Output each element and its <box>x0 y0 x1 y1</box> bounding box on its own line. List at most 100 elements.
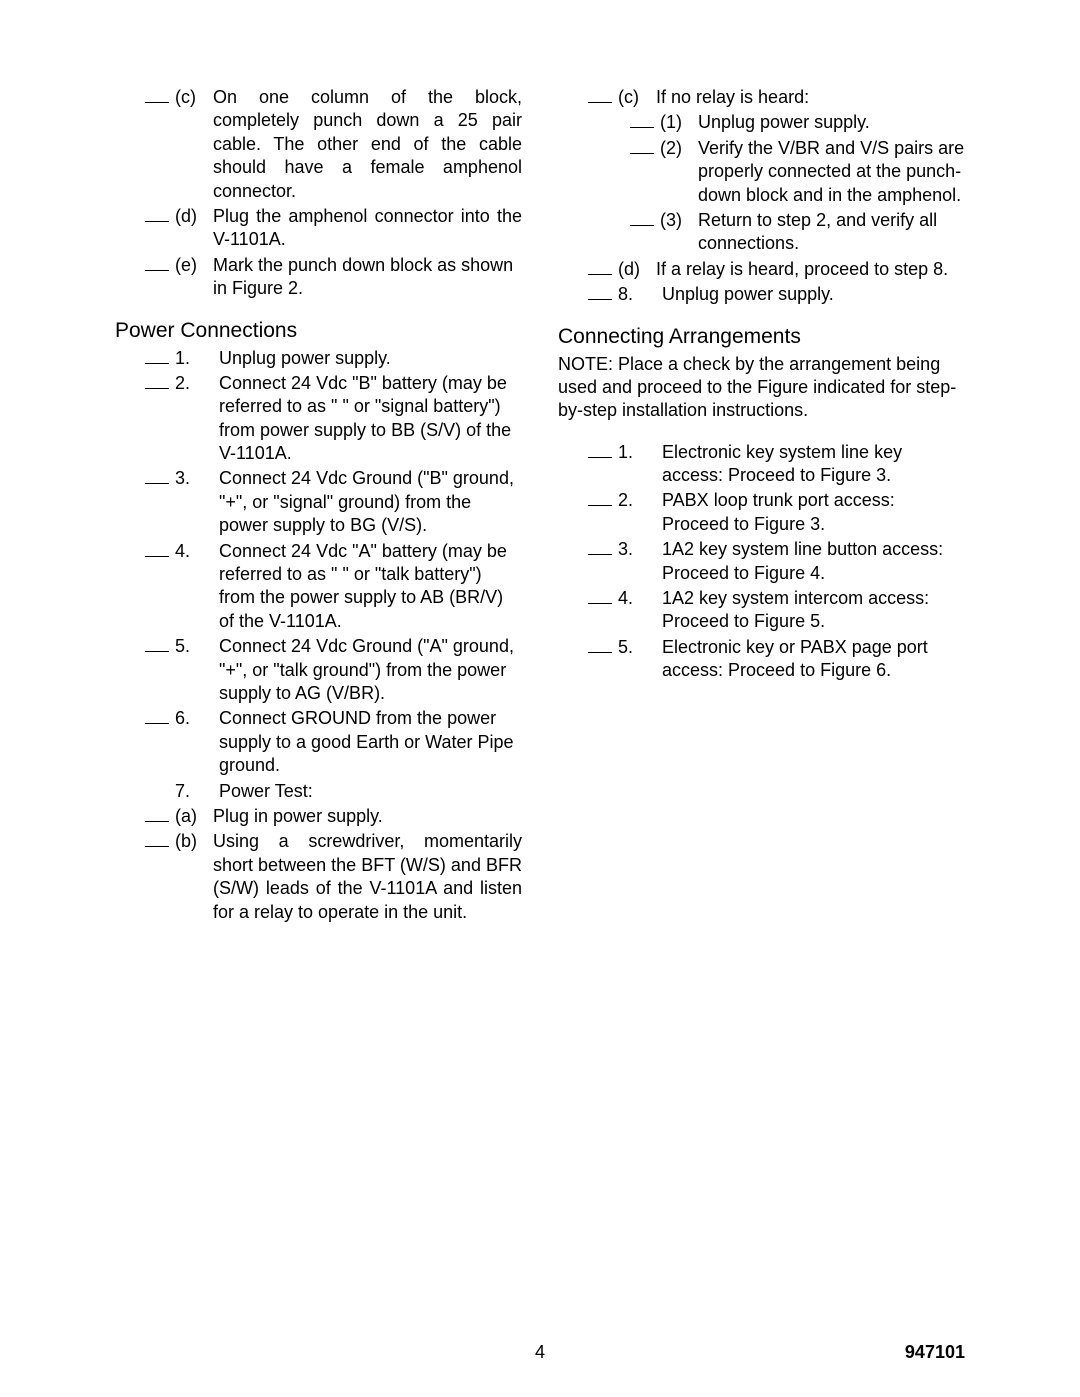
check-blank <box>145 207 169 222</box>
item-text: Connect 24 Vdc "A" battery (may be refer… <box>219 540 522 634</box>
check-blank <box>588 260 612 275</box>
item-text: Connect 24 Vdc Ground ("B" ground, "+", … <box>219 467 522 537</box>
item-text: 1A2 key system line button access: Proce… <box>662 538 965 585</box>
checklist-item: (3) Return to step 2, and verify all con… <box>558 209 965 256</box>
checklist-item: 2. Connect 24 Vdc "B" battery (may be re… <box>115 372 522 466</box>
checklist-item: 1. Unplug power supply. <box>115 347 522 370</box>
document-code: 947101 <box>905 1342 965 1363</box>
checklist-item: 3. 1A2 key system line button access: Pr… <box>558 538 965 585</box>
item-text: Connect 24 Vdc Ground ("A" ground, "+", … <box>219 635 522 705</box>
item-text: On one column of the block, completely p… <box>213 86 522 203</box>
item-text: Unplug power supply. <box>698 111 965 134</box>
checklist-item: 1. Electronic key system line key access… <box>558 441 965 488</box>
check-blank <box>145 832 169 847</box>
item-text: Power Test: <box>219 780 522 803</box>
item-marker: (c) <box>618 86 656 109</box>
checklist-item: (d) If a relay is heard, proceed to step… <box>558 258 965 281</box>
checklist-item: (b) Using a screwdriver, momentarily sho… <box>115 830 522 924</box>
item-marker: 6. <box>175 707 219 777</box>
item-marker: 8. <box>618 283 662 306</box>
item-marker: 2. <box>618 489 662 536</box>
check-blank <box>145 349 169 364</box>
page-number: 4 <box>535 1342 545 1363</box>
check-blank <box>145 256 169 271</box>
checklist-item: 6. Connect GROUND from the power supply … <box>115 707 522 777</box>
item-marker: (e) <box>175 254 213 301</box>
check-blank <box>588 540 612 555</box>
item-marker: 5. <box>618 636 662 683</box>
checklist-item: (2) Verify the V/BR and V/S pairs are pr… <box>558 137 965 207</box>
checklist-item: 8. Unplug power supply. <box>558 283 965 306</box>
checklist-item: 3. Connect 24 Vdc Ground ("B" ground, "+… <box>115 467 522 537</box>
left-column: (c) On one column of the block, complete… <box>115 86 522 926</box>
item-text: Verify the V/BR and V/S pairs are proper… <box>698 137 965 207</box>
item-text: Plug in power supply. <box>213 805 522 828</box>
check-blank <box>145 542 169 557</box>
item-text: Using a screwdriver, momentarily short b… <box>213 830 522 924</box>
checklist-item: (c) On one column of the block, complete… <box>115 86 522 203</box>
item-text: Connect 24 Vdc "B" battery (may be refer… <box>219 372 522 466</box>
item-marker: (d) <box>618 258 656 281</box>
check-blank <box>145 709 169 724</box>
check-blank <box>145 469 169 484</box>
check-blank <box>588 285 612 300</box>
item-marker: 5. <box>175 635 219 705</box>
check-blank <box>145 88 169 103</box>
check-blank <box>145 807 169 822</box>
item-text: Unplug power supply. <box>662 283 965 306</box>
checklist-item: (d) Plug the amphenol connector into the… <box>115 205 522 252</box>
item-text: Connect GROUND from the power supply to … <box>219 707 522 777</box>
item-text: Electronic key or PABX page port access:… <box>662 636 965 683</box>
two-column-layout: (c) On one column of the block, complete… <box>115 86 965 926</box>
checklist-item: 4. 1A2 key system intercom access: Proce… <box>558 587 965 634</box>
item-marker: 4. <box>175 540 219 634</box>
check-blank <box>588 491 612 506</box>
item-marker: 3. <box>175 467 219 537</box>
checklist-item: (e) Mark the punch down block as shown i… <box>115 254 522 301</box>
checklist-item: (1) Unplug power supply. <box>558 111 965 134</box>
item-marker: (c) <box>175 86 213 203</box>
check-blank <box>588 443 612 458</box>
item-marker: 2. <box>175 372 219 466</box>
item-marker: 4. <box>618 587 662 634</box>
checklist-item: (a) Plug in power supply. <box>115 805 522 828</box>
item-text: If no relay is heard: <box>656 86 965 109</box>
checklist-item: 5. Connect 24 Vdc Ground ("A" ground, "+… <box>115 635 522 705</box>
note-text: NOTE: Place a check by the arrangement b… <box>558 353 965 423</box>
item-marker: (d) <box>175 205 213 252</box>
item-text: Return to step 2, and verify all connect… <box>698 209 965 256</box>
checklist-item: 2. PABX loop trunk port access: Proceed … <box>558 489 965 536</box>
page: (c) On one column of the block, complete… <box>0 0 1080 1397</box>
check-blank <box>145 374 169 389</box>
item-text: 1A2 key system intercom access: Proceed … <box>662 587 965 634</box>
item-text: Electronic key system line key access: P… <box>662 441 965 488</box>
right-column: (c) If no relay is heard: (1) Unplug pow… <box>558 86 965 926</box>
item-marker: 1. <box>618 441 662 488</box>
item-marker: 3. <box>618 538 662 585</box>
item-marker: (a) <box>175 805 213 828</box>
checklist-item: 7. Power Test: <box>115 780 522 803</box>
check-blank <box>588 88 612 103</box>
item-text: If a relay is heard, proceed to step 8. <box>656 258 965 281</box>
item-text: Mark the punch down block as shown in Fi… <box>213 254 522 301</box>
item-marker: (1) <box>660 111 698 134</box>
check-blank <box>588 589 612 604</box>
checklist-item: (c) If no relay is heard: <box>558 86 965 109</box>
check-blank <box>630 211 654 226</box>
check-blank <box>630 113 654 128</box>
item-marker: 1. <box>175 347 219 370</box>
check-blank <box>630 139 654 154</box>
item-text: Plug the amphenol connector into the V-1… <box>213 205 522 252</box>
item-marker: 7. <box>175 780 219 803</box>
section-title-connecting-arrangements: Connecting Arrangements <box>558 325 965 349</box>
item-marker: (3) <box>660 209 698 256</box>
check-blank-empty <box>145 780 169 803</box>
item-marker: (2) <box>660 137 698 207</box>
item-text: PABX loop trunk port access: Proceed to … <box>662 489 965 536</box>
checklist-item: 5. Electronic key or PABX page port acce… <box>558 636 965 683</box>
item-text: Unplug power supply. <box>219 347 522 370</box>
item-marker: (b) <box>175 830 213 924</box>
check-blank <box>145 637 169 652</box>
section-title-power-connections: Power Connections <box>115 319 522 343</box>
check-blank <box>588 638 612 653</box>
